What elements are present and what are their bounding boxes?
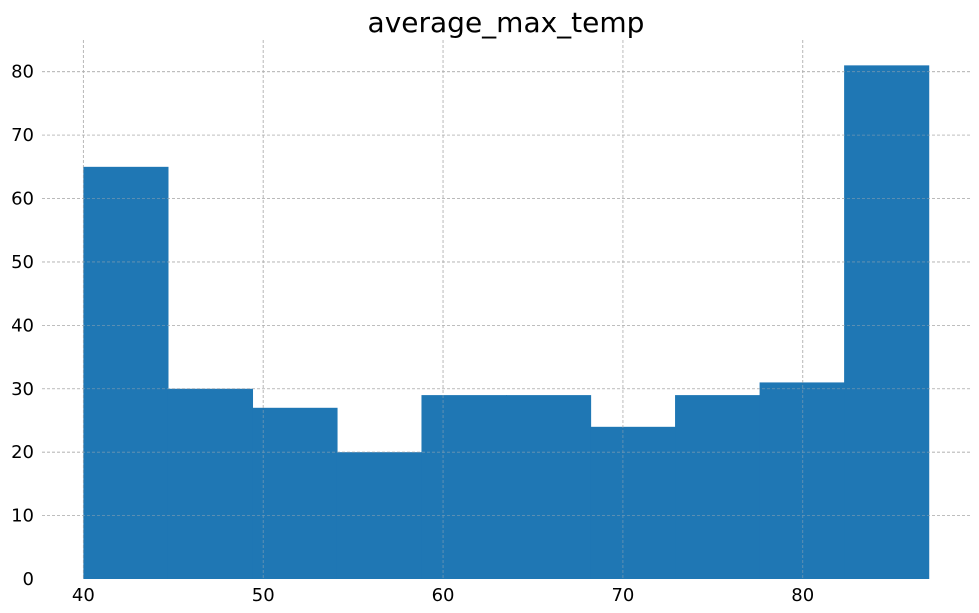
x-tick-label: 70 xyxy=(611,585,634,606)
histogram-bar xyxy=(167,388,254,579)
histogram-bar xyxy=(421,395,507,579)
histogram-bar xyxy=(83,166,169,579)
x-tick-label: 40 xyxy=(72,585,95,606)
x-tick-label: 50 xyxy=(252,585,275,606)
chart-title: average_max_temp xyxy=(368,6,645,39)
y-tick-label: 20 xyxy=(11,442,34,463)
x-axis-ticks: 40 50 60 70 80 xyxy=(72,585,814,606)
histogram-bar xyxy=(590,426,676,579)
bars-group xyxy=(83,65,930,580)
y-axis-ticks: 0 10 20 30 40 50 60 70 80 xyxy=(11,62,34,590)
y-tick-label: 10 xyxy=(11,506,34,527)
histogram-bar xyxy=(844,65,930,580)
histogram-bar xyxy=(252,407,338,579)
histogram-bar xyxy=(675,395,761,579)
histogram-bar xyxy=(506,395,592,579)
x-tick-label: 60 xyxy=(432,585,455,606)
y-tick-label: 70 xyxy=(11,125,34,146)
y-tick-label: 80 xyxy=(11,62,34,83)
x-tick-label: 80 xyxy=(791,585,814,606)
y-tick-label: 60 xyxy=(11,189,34,210)
histogram-bar xyxy=(759,382,845,579)
y-tick-label: 0 xyxy=(23,569,34,590)
y-tick-label: 50 xyxy=(11,252,34,273)
y-tick-label: 30 xyxy=(11,379,34,400)
y-tick-label: 40 xyxy=(11,315,34,336)
